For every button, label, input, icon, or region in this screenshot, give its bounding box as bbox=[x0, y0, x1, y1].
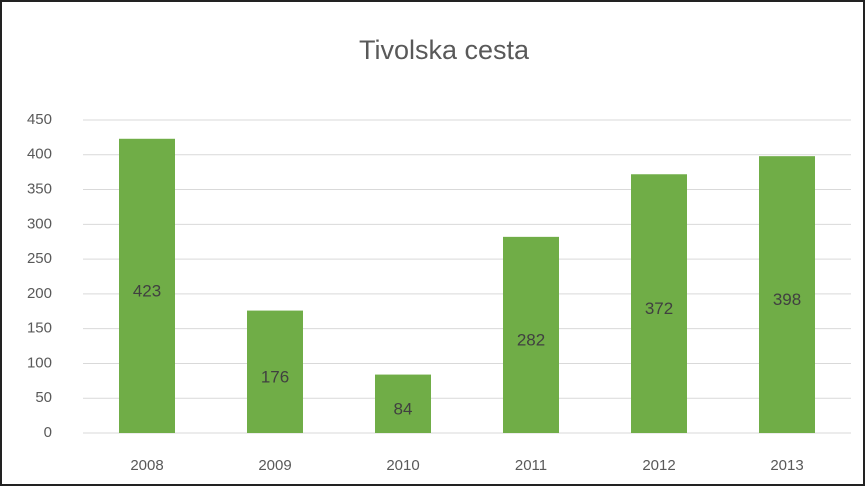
x-tick-label: 2012 bbox=[642, 457, 675, 474]
x-tick-label: 2013 bbox=[770, 457, 803, 474]
y-tick-label: 250 bbox=[27, 250, 52, 267]
bar bbox=[247, 310, 303, 433]
bar bbox=[375, 374, 431, 433]
data-label: 423 bbox=[133, 281, 161, 300]
y-tick-label: 300 bbox=[27, 215, 52, 232]
bar bbox=[759, 156, 815, 433]
bar bbox=[503, 236, 559, 433]
y-tick-label: 0 bbox=[44, 424, 52, 441]
x-tick-label: 2008 bbox=[130, 457, 163, 474]
y-tick-label: 200 bbox=[27, 285, 52, 302]
bar bbox=[631, 174, 687, 433]
x-tick-label: 2009 bbox=[258, 457, 291, 474]
data-label: 282 bbox=[517, 330, 545, 349]
y-tick-label: 350 bbox=[27, 181, 52, 198]
data-label: 398 bbox=[773, 290, 801, 309]
chart-title: Tivolska cesta bbox=[359, 35, 530, 65]
data-label: 84 bbox=[394, 399, 413, 418]
data-label: 176 bbox=[261, 367, 289, 386]
y-tick-label: 150 bbox=[27, 320, 52, 337]
y-tick-label: 450 bbox=[27, 111, 52, 128]
y-tick-label: 50 bbox=[35, 389, 52, 406]
y-tick-label: 100 bbox=[27, 354, 52, 371]
y-tick-label: 400 bbox=[27, 146, 52, 163]
x-tick-label: 2010 bbox=[386, 457, 419, 474]
bar bbox=[119, 138, 175, 433]
x-tick-label: 2011 bbox=[515, 457, 547, 474]
data-label: 372 bbox=[645, 299, 673, 318]
